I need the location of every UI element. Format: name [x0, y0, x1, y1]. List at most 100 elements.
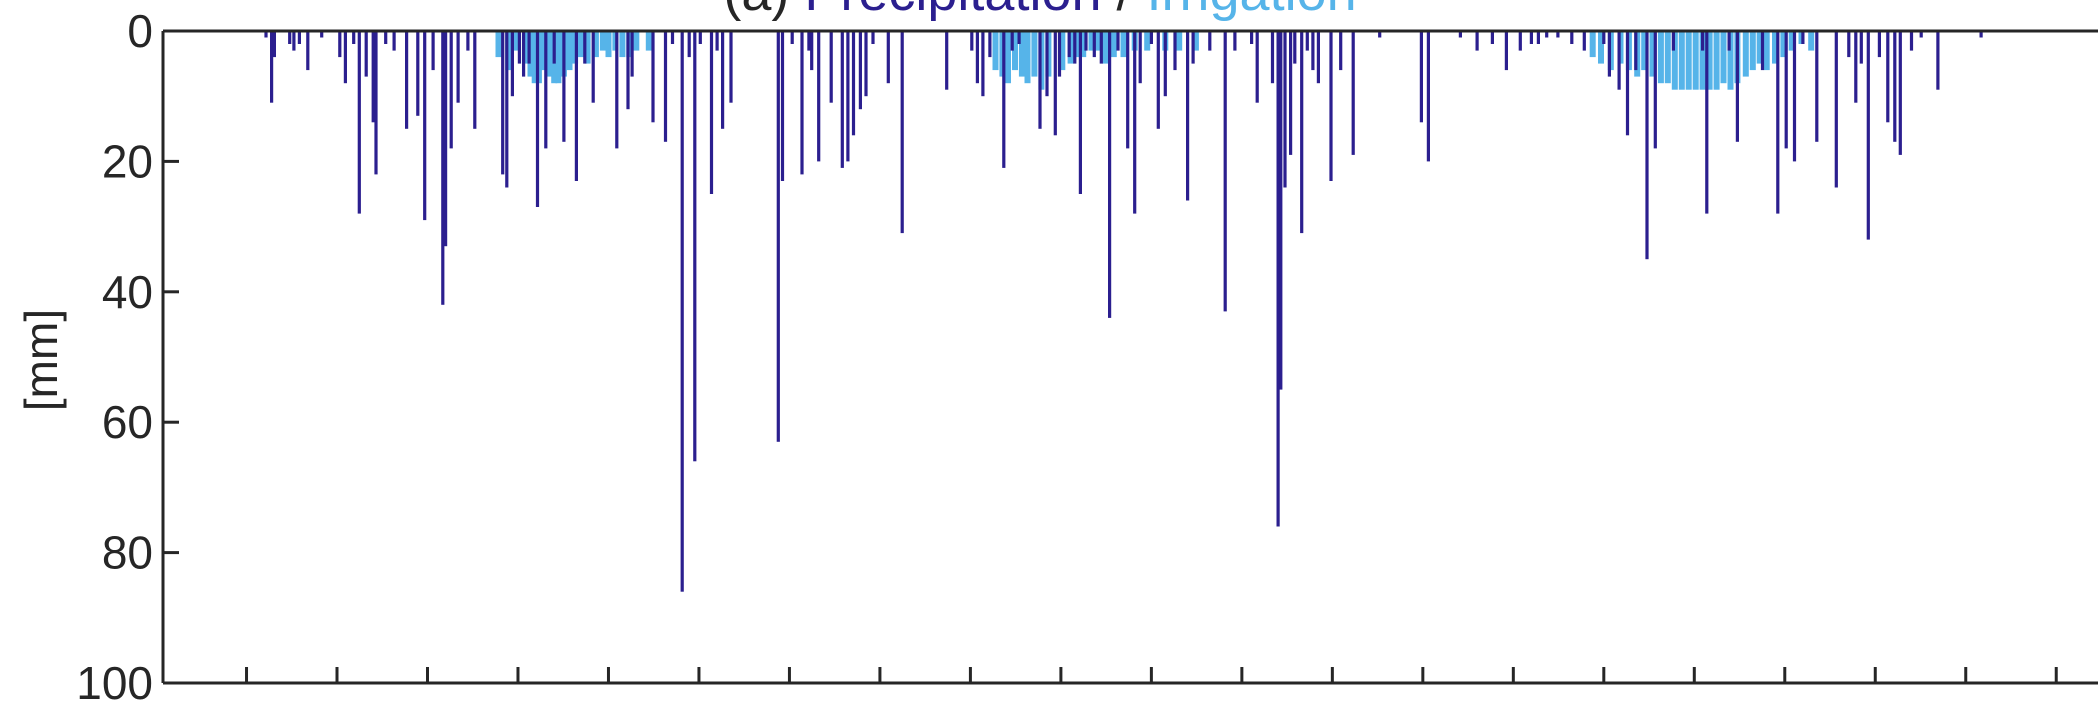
precipitation-bar [1634, 31, 1638, 71]
precipitation-bar [583, 31, 587, 64]
precipitation-bar [1979, 31, 1983, 38]
irrigation-bar [1772, 31, 1778, 64]
precipitation-bar [1760, 31, 1765, 71]
precipitation-bar [1067, 31, 1071, 58]
precipitation-bar [1607, 31, 1611, 77]
precipitation-bar [1602, 31, 1606, 44]
title-irrigation: Irrigation [1147, 0, 1357, 22]
precipitation-bar [1645, 31, 1649, 260]
precipitation-bar [384, 31, 388, 44]
precipitation-bar [1316, 31, 1320, 84]
bars-layer [264, 31, 1983, 592]
precipitation-bar [1305, 31, 1309, 51]
precipitation-bar [851, 31, 856, 136]
precipitation-bar [829, 31, 833, 103]
irrigation-bar [1031, 31, 1038, 77]
precipitation-bar [1293, 31, 1297, 64]
precipitation-bar [729, 31, 733, 103]
y-tick-label: 40 [102, 266, 153, 318]
precipitation-bar [1426, 31, 1430, 162]
precipitation-bar [651, 31, 655, 123]
precipitation-bar [1099, 31, 1103, 64]
title-prefix: (a) [723, 0, 804, 22]
precipitation-bar [522, 31, 526, 77]
irrigation-bar [592, 31, 599, 58]
irrigation-bar [1192, 31, 1199, 51]
precipitation-bar [591, 31, 595, 103]
precipitation-bar [1084, 31, 1088, 51]
precipitation-bar [1792, 31, 1797, 162]
precipitation-bar [466, 31, 470, 51]
precipitation-bar [562, 31, 566, 142]
irrigation-bar [1664, 31, 1671, 84]
precipitation-bar [1458, 31, 1462, 38]
precipitation-bar [1701, 31, 1705, 51]
irrigation-bar [1598, 31, 1604, 64]
title-separator: / [1102, 0, 1147, 22]
precipitation-bar [1893, 31, 1897, 142]
precipitation-bar [626, 31, 630, 110]
irrigation-bar [566, 31, 573, 71]
precipitation-bar [1045, 31, 1049, 97]
axes-layer: 0 20 40 60 80 100 [76, 5, 2098, 705]
precipitation-bar [320, 31, 324, 38]
precipitation-bar [1529, 31, 1533, 44]
precipitation-bar [975, 31, 979, 84]
precipitation-bar [817, 31, 821, 162]
precipitation-bar [405, 31, 409, 129]
precipitation-bar [352, 31, 356, 44]
precipitation-bar [1834, 31, 1838, 188]
irrigation-bar [1649, 31, 1656, 77]
irrigation-bar [577, 31, 584, 58]
irrigation-bar [1144, 31, 1151, 51]
precipitation-bar [473, 31, 477, 129]
precipitation-bar [1866, 31, 1870, 240]
precipitation-bar [1255, 31, 1259, 103]
irrigation-bar [547, 31, 553, 77]
precipitation-bar [510, 31, 514, 97]
precipitation-bar [292, 31, 296, 51]
precipitation-bar [663, 31, 668, 142]
precipitation-bar [680, 31, 684, 592]
precipitation-bar [416, 31, 420, 116]
precipitation-bar [264, 31, 268, 38]
precipitation-bar [1223, 31, 1227, 312]
precipitation-bar [1233, 31, 1237, 51]
precipitation-bar [776, 31, 780, 442]
precipitation-bar [449, 31, 453, 149]
precipitation-bar [517, 31, 521, 64]
precipitation-bar [1038, 31, 1042, 129]
irrigation-bar [495, 31, 502, 58]
precipitation-bar [970, 31, 974, 51]
precipitation-bar [392, 31, 396, 51]
irrigation-bar [619, 31, 626, 58]
precipitation-bar [343, 31, 347, 84]
irrigation-bar [1074, 31, 1081, 58]
precipitation-bar [1847, 31, 1851, 58]
precipitation-bar [698, 31, 702, 44]
irrigation-bar [1692, 31, 1699, 90]
precipitation-bar [444, 31, 448, 247]
precipitation-bar [501, 31, 505, 175]
precipitation-bar [338, 31, 342, 58]
precipitation-bar [1504, 31, 1508, 71]
precipitation-bar [871, 31, 875, 44]
irrigation-bar [584, 31, 591, 64]
precipitation-bar [1073, 31, 1077, 64]
precipitation-bar [1351, 31, 1355, 155]
precipitation-bar [1490, 31, 1494, 44]
precipitation-bar [709, 31, 714, 194]
precipitation-bar [456, 31, 460, 103]
precipitation-bar [1017, 31, 1021, 44]
precipitation-bar [270, 31, 274, 103]
precipitation-bar [1671, 31, 1675, 51]
irrigation-bar [1720, 31, 1727, 84]
precipitation-bar [1854, 31, 1858, 103]
y-axis-label: [mm] [15, 309, 67, 411]
precipitation-bar [574, 31, 578, 181]
precipitation-bar [1919, 31, 1923, 38]
precipitation-bar [357, 31, 361, 214]
y-tick-label: 80 [102, 527, 153, 579]
precipitation-bar [864, 31, 868, 97]
precipitation-bar [1582, 31, 1586, 51]
